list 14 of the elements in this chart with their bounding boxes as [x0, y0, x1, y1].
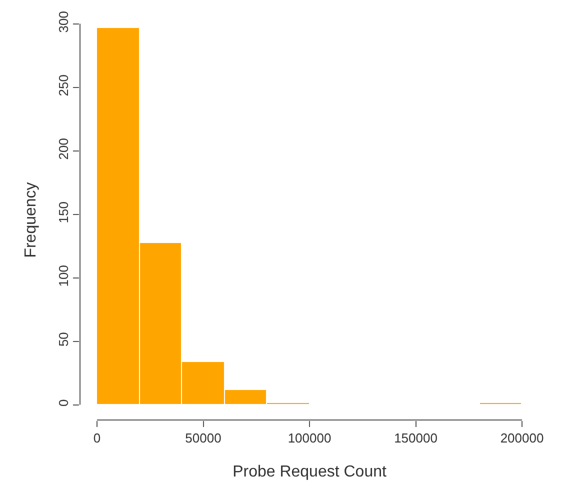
x-tick-label: 150000	[394, 430, 438, 446]
y-tick-label: 200	[56, 138, 71, 160]
x-tick-label: 0	[93, 430, 101, 446]
y-tick-label: 100	[56, 264, 71, 287]
y-tick-label: 150	[56, 201, 71, 224]
x-tick-label: 100000	[288, 430, 332, 446]
x-tick-label: 200000	[500, 430, 544, 446]
x-tick-label: 50000	[185, 430, 222, 446]
y-tick-label: 250	[56, 74, 71, 96]
y-tick-label: 300	[56, 11, 71, 33]
y-axis-title: Frequency	[22, 182, 40, 258]
y-tick-label: 50	[56, 332, 71, 347]
x-axis-title: Probe Request Count	[232, 463, 387, 480]
y-tick-label: 0	[56, 399, 71, 406]
